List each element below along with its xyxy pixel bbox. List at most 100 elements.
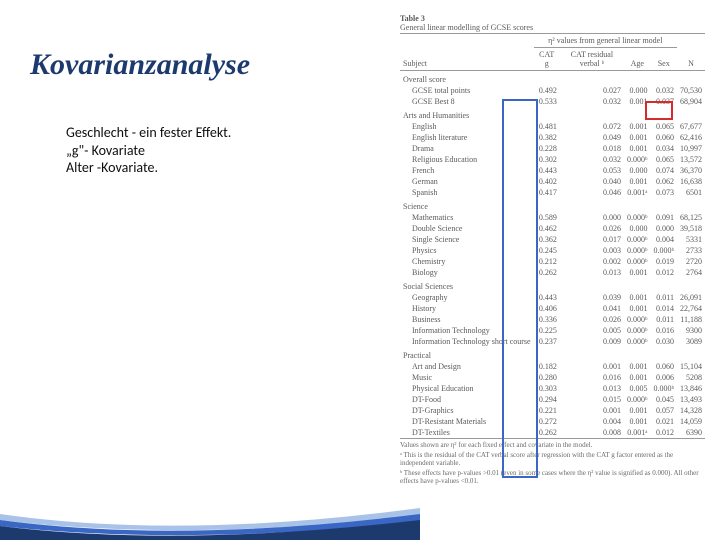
- row-label: Spanish: [400, 187, 534, 198]
- footnote: ᵃ This is the residual of the CAT verbal…: [400, 451, 705, 467]
- cell: 0.016: [560, 372, 624, 383]
- cell: 22,764: [677, 303, 705, 314]
- cell: 0.021: [650, 416, 676, 427]
- cell: 0.533: [534, 96, 560, 107]
- cell: 0.060: [650, 361, 676, 372]
- cell: 0.032: [560, 96, 624, 107]
- cell: 0.073: [650, 187, 676, 198]
- cell: 70,530: [677, 85, 705, 96]
- group-label: Practical: [400, 347, 705, 361]
- cell: 2733: [677, 245, 705, 256]
- cell: 0.000ᵇ: [624, 325, 650, 336]
- cell: 0.034: [650, 143, 676, 154]
- cell: 0.000: [624, 165, 650, 176]
- cell: 14,328: [677, 405, 705, 416]
- row-label: Information Technology short course: [400, 336, 534, 347]
- row-label: French: [400, 165, 534, 176]
- cell: 6501: [677, 187, 705, 198]
- cell: 0.017: [560, 234, 624, 245]
- cell: 0.302: [534, 154, 560, 165]
- cell: 0.000ᵇ: [650, 383, 676, 394]
- cell: 13,493: [677, 394, 705, 405]
- cell: 0.045: [650, 394, 676, 405]
- cell: 0.225: [534, 325, 560, 336]
- cell: 0.001: [624, 267, 650, 278]
- cell: 11,188: [677, 314, 705, 325]
- cell: 0.303: [534, 383, 560, 394]
- row-label: Single Science: [400, 234, 534, 245]
- row-label: German: [400, 176, 534, 187]
- cell: 0.004: [650, 234, 676, 245]
- cell: 0.000ᵇ: [624, 256, 650, 267]
- cell: 0.001: [624, 361, 650, 372]
- row-label: History: [400, 303, 534, 314]
- row-label: Business: [400, 314, 534, 325]
- cell: 0.060: [650, 132, 676, 143]
- accent-swoosh: [0, 506, 420, 540]
- cell: 0.336: [534, 314, 560, 325]
- cell: 0.072: [560, 121, 624, 132]
- cell: 0.027: [560, 85, 624, 96]
- row-label: DT-Textiles: [400, 427, 534, 439]
- cell: 5331: [677, 234, 705, 245]
- row-label: GCSE Best 8: [400, 96, 534, 107]
- cell: 0.041: [560, 303, 624, 314]
- cell: 0.091: [650, 212, 676, 223]
- cell: 0.016: [650, 325, 676, 336]
- cell: 0.000: [650, 223, 676, 234]
- cell: 0.046: [560, 187, 624, 198]
- cell: 0.001: [624, 176, 650, 187]
- slide: Kovarianzanalyse Geschlecht - ein fester…: [0, 0, 720, 540]
- row-label: Drama: [400, 143, 534, 154]
- cell: 2764: [677, 267, 705, 278]
- cell: 0.001: [624, 416, 650, 427]
- cell: 0.009: [560, 336, 624, 347]
- cell: 67,677: [677, 121, 705, 132]
- row-label: GCSE total points: [400, 85, 534, 96]
- cell: 5208: [677, 372, 705, 383]
- cell: 0.000: [624, 223, 650, 234]
- cell: 0.065: [650, 121, 676, 132]
- cell: 0.402: [534, 176, 560, 187]
- cell: 0.001ᵃ: [624, 427, 650, 439]
- cell: 26,091: [677, 292, 705, 303]
- cell: 0.000ᵇ: [624, 314, 650, 325]
- table-caption-text: General linear modelling of GCSE scores: [400, 23, 533, 32]
- table-caption: Table 3 General linear modelling of GCSE…: [400, 14, 705, 32]
- cell: 6390: [677, 427, 705, 439]
- cell: 0.000ᵇ: [624, 234, 650, 245]
- cell: 0.000ᵇ: [624, 394, 650, 405]
- cell: 0.280: [534, 372, 560, 383]
- cell: 0.001: [624, 292, 650, 303]
- cell: 0.000ᵇ: [650, 245, 676, 256]
- cell: 0.001: [624, 372, 650, 383]
- cell: 0.018: [560, 143, 624, 154]
- th-sex: Sex: [650, 48, 676, 71]
- row-label: Physical Education: [400, 383, 534, 394]
- row-label: Art and Design: [400, 361, 534, 372]
- cell: 0.039: [560, 292, 624, 303]
- th-eta: η² values from general linear model: [534, 34, 677, 48]
- cell: 0.005: [560, 325, 624, 336]
- cell: 0.362: [534, 234, 560, 245]
- cell: 0.001ᵃ: [624, 187, 650, 198]
- cell: 0.262: [534, 267, 560, 278]
- footnote: ᵇ These effects have p-values >0.01 (eve…: [400, 469, 705, 485]
- cell: 0.013: [560, 383, 624, 394]
- row-label: English literature: [400, 132, 534, 143]
- cell: 0.002: [560, 256, 624, 267]
- cell: 0.001: [624, 96, 650, 107]
- cell: 0.030: [650, 336, 676, 347]
- cell: 0.001: [624, 405, 650, 416]
- stats-table: Subject η² values from general linear mo…: [400, 33, 705, 439]
- cell: 0.006: [650, 372, 676, 383]
- cell: 62,416: [677, 132, 705, 143]
- cell: 0.000: [624, 85, 650, 96]
- cell: 68,904: [677, 96, 705, 107]
- row-label: Physics: [400, 245, 534, 256]
- cell: 0.000ᵇ: [624, 245, 650, 256]
- cell: 0.011: [650, 314, 676, 325]
- table-3: Table 3 General linear modelling of GCSE…: [400, 14, 705, 485]
- body-line-1: Geschlecht - ein fester Effekt.: [66, 124, 231, 142]
- th-cat-g: CAT g: [534, 48, 560, 71]
